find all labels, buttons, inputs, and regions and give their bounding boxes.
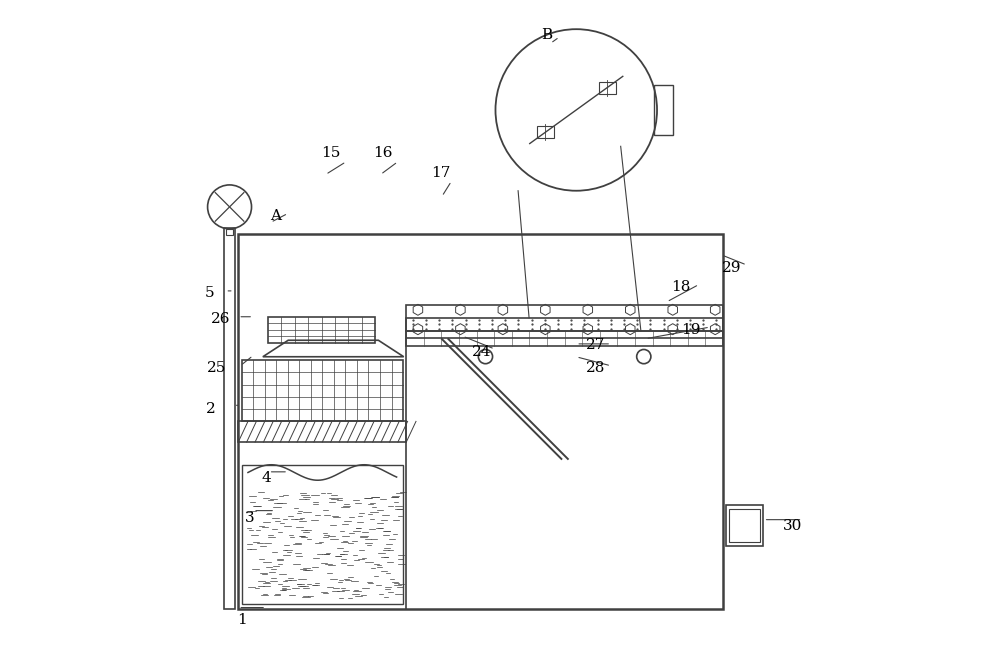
Text: 1: 1 xyxy=(237,613,246,628)
Text: 18: 18 xyxy=(671,280,691,294)
Text: 28: 28 xyxy=(586,361,605,375)
Text: 26: 26 xyxy=(211,312,231,326)
Bar xyxy=(238,421,406,442)
Text: 16: 16 xyxy=(373,146,392,160)
Bar xyxy=(406,331,723,347)
Bar xyxy=(729,509,760,543)
Bar xyxy=(406,304,723,338)
Text: B: B xyxy=(541,28,552,42)
Text: 2: 2 xyxy=(206,402,215,415)
Bar xyxy=(599,82,616,94)
Text: 19: 19 xyxy=(681,323,700,337)
Text: 17: 17 xyxy=(431,165,450,180)
Text: 5: 5 xyxy=(204,286,214,300)
Bar xyxy=(226,229,233,235)
Bar xyxy=(726,506,763,546)
Text: 27: 27 xyxy=(586,338,605,352)
Bar xyxy=(238,234,723,609)
Bar xyxy=(242,465,403,604)
Bar xyxy=(224,228,235,609)
Bar xyxy=(268,317,375,343)
Bar xyxy=(242,360,403,421)
Text: 4: 4 xyxy=(261,471,271,485)
Text: 29: 29 xyxy=(722,261,741,275)
Text: 3: 3 xyxy=(244,511,254,526)
Bar xyxy=(654,86,673,134)
Text: 24: 24 xyxy=(472,345,492,359)
Bar xyxy=(537,126,554,138)
Text: 15: 15 xyxy=(321,146,340,160)
Text: 25: 25 xyxy=(207,361,227,375)
Text: 30: 30 xyxy=(782,519,802,533)
Bar xyxy=(406,318,723,331)
Text: A: A xyxy=(270,209,281,223)
